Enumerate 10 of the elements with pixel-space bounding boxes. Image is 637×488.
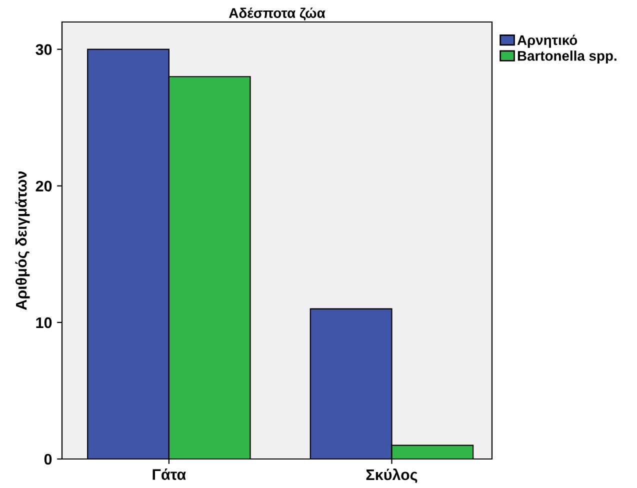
y-axis-title: Αριθμός δειγμάτων	[15, 171, 30, 310]
legend-label: Bartonella spp.	[518, 50, 616, 64]
y-tick-label: 0	[44, 454, 52, 465]
y-tick-label: 20	[36, 180, 52, 192]
chart-title: Αδέσποτα ζώα	[229, 8, 326, 21]
y-tick-label: 30	[36, 44, 52, 56]
legend-label: Αρνητικό	[517, 34, 578, 48]
x-tick-label: Γάτα	[152, 468, 186, 480]
y-tick-label: 10	[36, 317, 52, 328]
x-tick-label: Σκύλος	[366, 468, 418, 483]
